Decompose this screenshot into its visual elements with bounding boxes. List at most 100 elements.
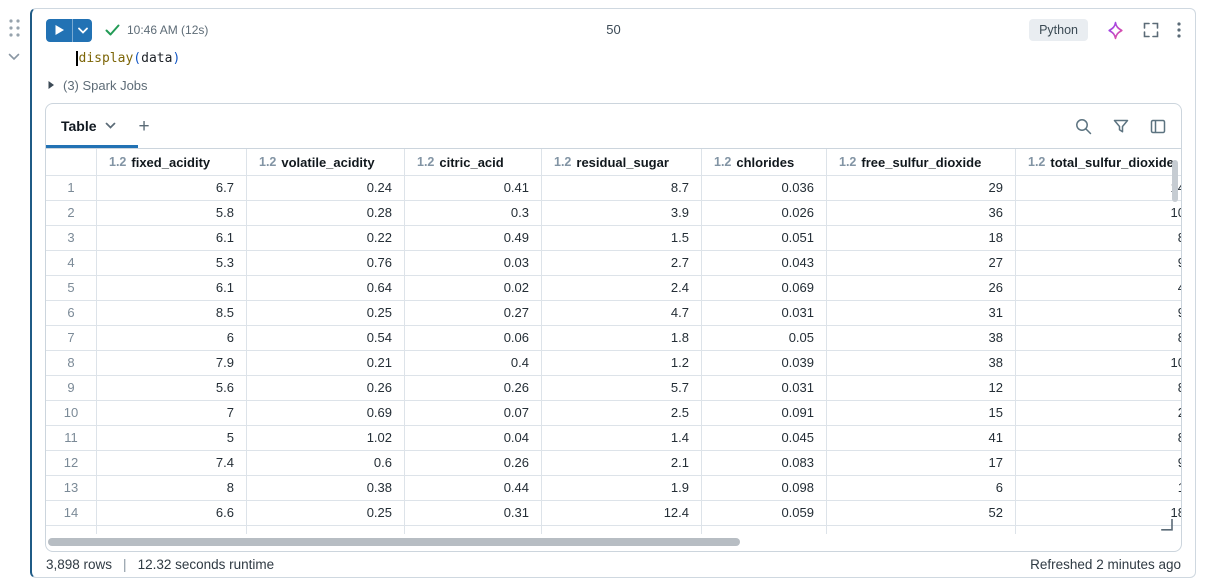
cell-toolbar-right: Python <box>1029 19 1181 41</box>
row-number: 1 <box>46 176 97 200</box>
table-cell: 0.24 <box>247 176 405 200</box>
table-cell: 0.07 <box>405 401 542 425</box>
code-paren-close: ) <box>172 50 181 66</box>
run-button[interactable] <box>46 18 92 42</box>
horizontal-scrollbar[interactable] <box>46 534 1181 551</box>
play-icon[interactable] <box>46 24 72 36</box>
table-cell: 6 <box>97 326 247 350</box>
table-cell <box>827 526 1016 534</box>
column-header-volatile_acidity[interactable]: 1.2 volatile_acidity <box>247 149 405 175</box>
table-cell: 0.039 <box>702 351 827 375</box>
vertical-scrollbar-thumb[interactable] <box>1172 160 1178 202</box>
code-function: display <box>78 50 134 66</box>
kebab-menu-icon[interactable] <box>1177 22 1181 38</box>
table-cell: 6.1 <box>97 226 247 250</box>
table-cell: 0.49 <box>405 226 542 250</box>
table-cell: 0.03 <box>405 251 542 275</box>
row-number: 12 <box>46 451 97 475</box>
table-cell: 2.4 <box>542 276 702 300</box>
numeric-type-icon: 1.2 <box>554 155 572 169</box>
table-cell: 18 <box>827 226 1016 250</box>
table-cell: 5.7 <box>542 376 702 400</box>
table-cell: 8 <box>1016 426 1181 450</box>
table-cell: 1.8 <box>542 326 702 350</box>
table-cell: 0.026 <box>702 201 827 225</box>
table-cell: 2.5 <box>542 401 702 425</box>
column-header-fixed_acidity[interactable]: 1.2 fixed_acidity <box>97 149 247 175</box>
table-cell: 0.76 <box>247 251 405 275</box>
footer-separator: | <box>123 557 127 572</box>
active-tab-indicator <box>46 145 138 148</box>
table-cell: 0.04 <box>405 426 542 450</box>
table-cell: 0.051 <box>702 226 827 250</box>
row-number: 8 <box>46 351 97 375</box>
tab-table[interactable]: Table <box>61 118 116 134</box>
table-cell: 0.69 <box>247 401 405 425</box>
table-cell: 9 <box>1016 451 1181 475</box>
columns-panel-icon[interactable] <box>1150 119 1166 134</box>
numeric-type-icon: 1.2 <box>714 155 732 169</box>
table-cell: 29 <box>827 176 1016 200</box>
column-name: free_sulfur_dioxide <box>861 154 982 170</box>
expand-icon[interactable] <box>1143 22 1159 38</box>
table-cell: 6.1 <box>97 276 247 300</box>
table-cell: 0.41 <box>405 176 542 200</box>
row-number: 9 <box>46 376 97 400</box>
table-cell: 0.4 <box>405 351 542 375</box>
horizontal-scrollbar-thumb[interactable] <box>48 538 741 546</box>
table-cell: 38 <box>827 351 1016 375</box>
table-cell: 0.098 <box>702 476 827 500</box>
column-header-chlorides[interactable]: 1.2 chlorides <box>702 149 827 175</box>
table-cell: 2.7 <box>542 251 702 275</box>
add-visualization-button[interactable]: + <box>138 115 150 137</box>
table-row: 68.50.250.274.70.031319 <box>46 301 1181 326</box>
table-cell <box>542 526 702 534</box>
table-cell <box>1016 526 1181 534</box>
text-cursor <box>76 50 78 66</box>
resize-handle[interactable] <box>1160 518 1174 531</box>
table-cell: 7.4 <box>97 451 247 475</box>
table-cell <box>702 526 827 534</box>
table-row: 16.70.240.418.70.0362914 <box>46 176 1181 201</box>
table-cell: 0.28 <box>247 201 405 225</box>
table-cell: 1.9 <box>542 476 702 500</box>
table-cell: 0.38 <box>247 476 405 500</box>
table-body: 16.70.240.418.70.036291425.80.280.33.90.… <box>46 176 1181 534</box>
table-header-row: 1.2 fixed_acidity 1.2 volatile_acidity 1.2 ci… <box>46 149 1181 176</box>
column-header-citric_acid[interactable]: 1.2 citric_acid <box>405 149 542 175</box>
run-options-chevron-icon[interactable] <box>73 27 92 34</box>
tab-chevron-down-icon[interactable] <box>105 122 116 130</box>
numeric-type-icon: 1.2 <box>839 155 857 169</box>
code-editor[interactable]: display(data) <box>76 49 1195 67</box>
row-number <box>46 526 97 534</box>
table-cell: 12.4 <box>542 501 702 525</box>
table-cell: 1.5 <box>542 226 702 250</box>
runtime: 12.32 seconds runtime <box>137 557 275 572</box>
table-cell: 6.7 <box>97 176 247 200</box>
search-icon[interactable] <box>1075 118 1092 135</box>
table-cell: 36 <box>827 201 1016 225</box>
language-selector[interactable]: Python <box>1029 19 1088 41</box>
table-viewport: 1.2 fixed_acidity 1.2 volatile_acidity 1.2 ci… <box>46 149 1181 534</box>
table-cell: 18 <box>1016 501 1181 525</box>
column-header-residual_sugar[interactable]: 1.2 residual_sugar <box>542 149 702 175</box>
last-run-time: 10:46 AM (12s) <box>127 23 209 37</box>
table-row: 45.30.760.032.70.043279 <box>46 251 1181 276</box>
table-cell: 5.6 <box>97 376 247 400</box>
column-header-total_sulfur_dioxide[interactable]: 1.2 total_sulfur_dioxide <box>1016 149 1181 175</box>
collapse-chevron-icon[interactable] <box>8 53 20 61</box>
table-cell: 14 <box>1016 176 1181 200</box>
assistant-sparkle-icon[interactable] <box>1106 21 1125 40</box>
table-cell: 0.21 <box>247 351 405 375</box>
row-number: 2 <box>46 201 97 225</box>
column-name: residual_sugar <box>576 154 669 170</box>
filter-icon[interactable] <box>1113 119 1129 134</box>
table-corner-cell <box>46 149 97 175</box>
table-cell: 0.26 <box>405 376 542 400</box>
row-number: 6 <box>46 301 97 325</box>
drag-handle-icon[interactable] <box>7 18 21 38</box>
spark-jobs-toggle[interactable]: (3) Spark Jobs <box>47 76 1195 94</box>
table-cell: 0.069 <box>702 276 827 300</box>
column-header-free_sulfur_dioxide[interactable]: 1.2 free_sulfur_dioxide <box>827 149 1016 175</box>
